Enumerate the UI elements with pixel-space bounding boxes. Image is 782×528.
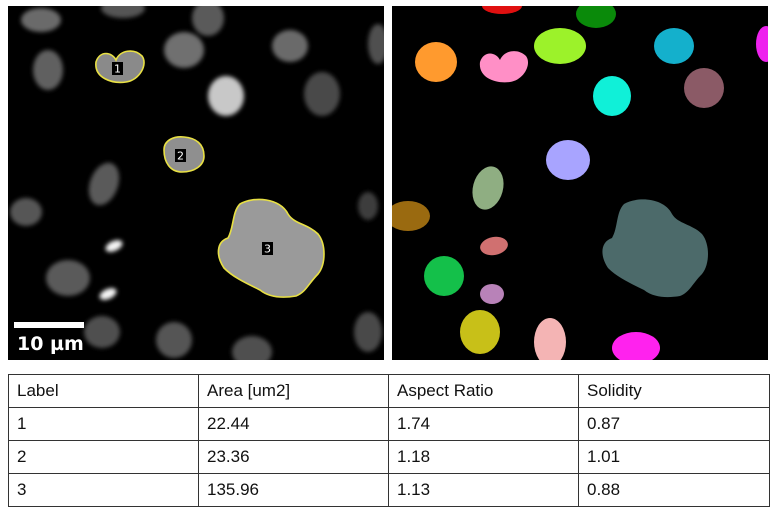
table-header-row: Label Area [um2] Aspect Ratio Solidity (8, 374, 770, 408)
mask-object (482, 6, 522, 14)
roi-label-2: 2 (175, 149, 186, 163)
mask-object (546, 140, 590, 180)
svg-text:2: 2 (177, 150, 184, 163)
mask-object (424, 256, 464, 296)
scale-bar-label: 10 µm (17, 333, 84, 355)
nucleus (232, 336, 272, 360)
nucleus (33, 50, 63, 90)
column-header-aspect-ratio: Aspect Ratio (388, 374, 579, 408)
table-row: 3 135.96 1.13 0.88 (8, 473, 770, 507)
nucleus (358, 192, 378, 220)
mask-object (654, 28, 694, 64)
table-row: 1 22.44 1.74 0.87 (8, 407, 770, 441)
nucleus (272, 30, 308, 62)
nucleus (164, 32, 204, 68)
nucleus (21, 8, 61, 32)
measurements-table: Label Area [um2] Aspect Ratio Solidity 1… (8, 374, 770, 507)
roi-label-3: 3 (262, 242, 273, 256)
mask-object (479, 51, 529, 83)
mask-object (415, 42, 457, 82)
cell-solidity: 0.87 (578, 407, 770, 441)
microscopy-canvas: 1 2 3 10 µm (10, 6, 384, 360)
mask-object (534, 28, 586, 64)
table-row: 2 23.36 1.18 1.01 (8, 440, 770, 474)
cell-area: 22.44 (198, 407, 389, 441)
mask-object (534, 318, 566, 360)
mask-object (480, 236, 508, 256)
cell-aspect-ratio: 1.18 (388, 440, 579, 474)
roi-2-outline[interactable] (163, 136, 205, 173)
microscopy-image: 1 2 3 10 µm (8, 6, 384, 360)
nucleus (88, 162, 120, 206)
segmentation-mask-image (392, 6, 768, 360)
nucleus (368, 24, 384, 64)
mask-object (576, 6, 616, 28)
mask-object (756, 26, 768, 62)
nucleus (99, 288, 117, 300)
nucleus (84, 316, 120, 348)
column-header-label: Label (8, 374, 199, 408)
column-header-solidity: Solidity (578, 374, 770, 408)
cell-aspect-ratio: 1.74 (388, 407, 579, 441)
svg-text:3: 3 (264, 243, 271, 256)
roi-1-outline[interactable] (95, 50, 145, 84)
cell-solidity: 1.01 (578, 440, 770, 474)
nuclei-layer (10, 6, 384, 360)
nucleus (156, 322, 192, 358)
nucleus (46, 260, 90, 296)
nucleus (354, 312, 382, 352)
cell-solidity: 0.88 (578, 473, 770, 507)
cell-area: 135.96 (198, 473, 389, 507)
mask-object (612, 332, 660, 360)
cell-label: 1 (8, 407, 199, 441)
mask-object (392, 201, 430, 231)
nucleus (105, 240, 123, 252)
scale-bar (14, 322, 84, 328)
cell-area: 23.36 (198, 440, 389, 474)
mask-object (480, 284, 504, 304)
roi-label-1: 1 (112, 62, 123, 76)
mask-object (684, 68, 724, 108)
column-header-area: Area [um2] (198, 374, 389, 408)
mask-object (593, 76, 631, 116)
nucleus (192, 6, 224, 36)
cell-label: 2 (8, 440, 199, 474)
nucleus (304, 72, 340, 116)
roi-3-outline[interactable] (217, 198, 325, 298)
mask-canvas (392, 6, 768, 360)
cell-label: 3 (8, 473, 199, 507)
nucleus (101, 6, 145, 18)
mask-object (460, 310, 500, 354)
mask-object (472, 166, 504, 210)
svg-text:1: 1 (114, 63, 121, 76)
nucleus (208, 76, 244, 116)
cell-aspect-ratio: 1.13 (388, 473, 579, 507)
mask-object (602, 199, 708, 298)
nucleus (10, 198, 42, 226)
